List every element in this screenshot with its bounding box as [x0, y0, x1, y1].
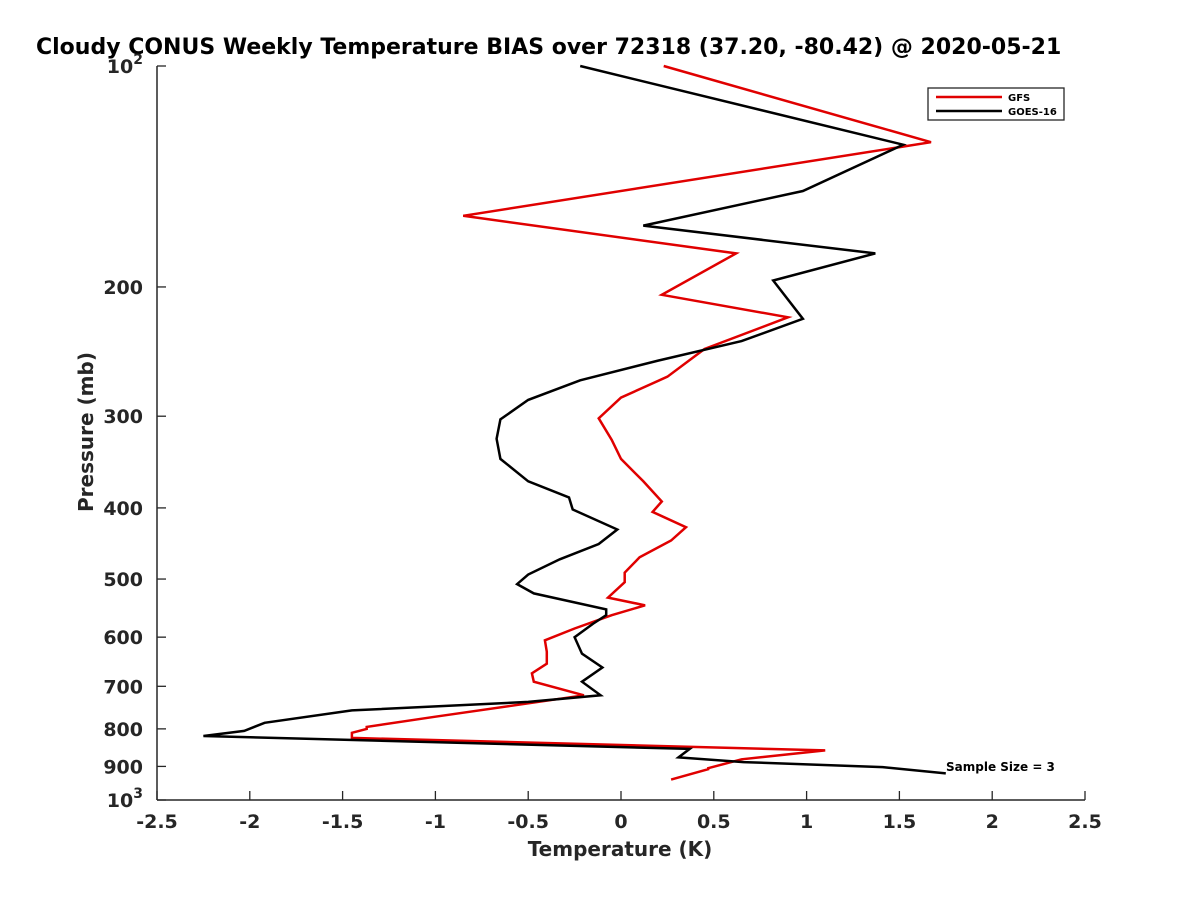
- y-tick-label: 900: [103, 756, 143, 778]
- annotation-sample-size: Sample Size = 3: [946, 760, 1055, 774]
- y-tick-exponent: 3: [133, 786, 143, 802]
- x-tick-label: 2: [986, 811, 999, 833]
- chart-title: Cloudy CONUS Weekly Temperature BIAS ove…: [36, 35, 1061, 60]
- y-tick-label: 103: [107, 786, 143, 812]
- y-tick-label: 700: [103, 676, 143, 698]
- x-tick-label: 0.5: [697, 811, 731, 833]
- series-line-goes-16: [203, 64, 946, 775]
- series-line-gfs: [350, 64, 932, 781]
- x-tick-label: -0.5: [507, 811, 549, 833]
- x-tick-label: -1.5: [322, 811, 364, 833]
- y-tick-exponent: 2: [133, 52, 143, 68]
- x-tick-label: 0: [614, 811, 627, 833]
- series-layer: [203, 64, 946, 781]
- y-axis-label: Pressure (mb): [74, 352, 98, 512]
- x-tick-label: -2: [239, 811, 260, 833]
- x-tick-label: 1.5: [883, 811, 917, 833]
- y-tick-label: 400: [103, 498, 143, 520]
- y-tick-label: 500: [103, 569, 143, 591]
- x-tick-label: 2.5: [1068, 811, 1102, 833]
- y-tick-label: 800: [103, 719, 143, 741]
- axes: -2.5 -2 -1.5 -1 -0.5 0 0.5 1 1.5 2 2.5 102 200 300 400…: [103, 52, 1102, 833]
- legend-label-gfs: GFS: [1008, 93, 1030, 104]
- legend: GFS GOES-16: [927, 87, 1065, 121]
- x-tick-label: -1: [425, 811, 446, 833]
- x-axis-label: Temperature (K): [528, 837, 713, 861]
- legend-label-goes-16: GOES-16: [1008, 107, 1057, 118]
- legend-box: [927, 87, 1065, 121]
- x-tick-label: 1: [800, 811, 813, 833]
- y-tick-label: 300: [103, 406, 143, 428]
- y-tick-label: 102: [107, 52, 143, 78]
- y-tick-label: 600: [103, 627, 143, 649]
- x-tick-label: -2.5: [136, 811, 178, 833]
- y-tick-label: 200: [103, 277, 143, 299]
- annotations: Sample Size = 3: [946, 760, 1055, 774]
